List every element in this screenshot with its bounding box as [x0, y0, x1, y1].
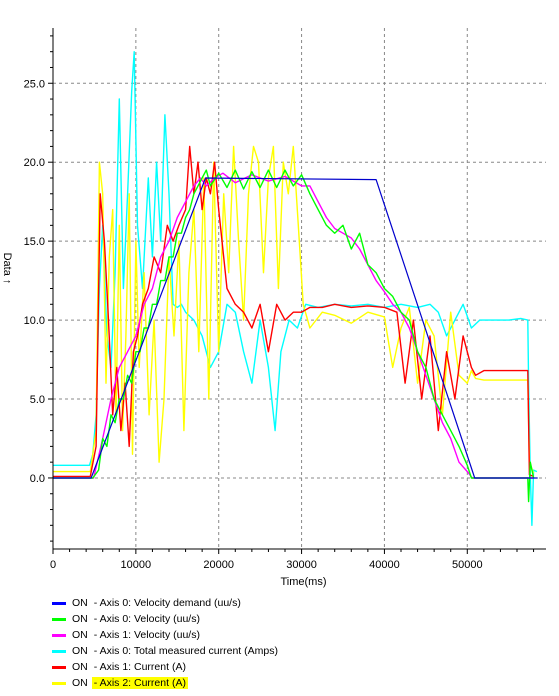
x-tick-label: 10000	[121, 559, 152, 571]
legend-label: - Axis 0: Total measured current (Amps)	[93, 645, 278, 657]
legend-item-axis1-current[interactable]: ON - Axis 1: Current (A)	[52, 659, 552, 675]
legend-item-axis0-velocity[interactable]: ON - Axis 0: Velocity (uu/s)	[52, 611, 552, 627]
x-tick-label: 40000	[369, 559, 400, 571]
chart: 0 10000 20000 30000 40000 50000 0.0 5.0 10.0 15.0…	[1, 28, 546, 588]
legend-item-axis2-current[interactable]: ON - Axis 2: Current (A)	[52, 675, 552, 691]
legend-state: ON	[72, 613, 88, 625]
x-tick-label: 0	[50, 559, 56, 571]
series-line-0	[53, 51, 538, 526]
legend-swatch	[52, 633, 66, 637]
chart-ticks: 0 10000 20000 30000 40000 50000 0.0 5.0 10.0 15.0…	[24, 78, 483, 571]
chart-legend: ON - Axis 0: Velocity demand (uu/s) ON -…	[52, 595, 552, 691]
y-tick-label: 15.0	[24, 236, 45, 248]
y-tick-label: 10.0	[24, 315, 45, 327]
legend-label: - Axis 1: Current (A)	[93, 661, 186, 673]
legend-state: ON	[72, 597, 88, 609]
x-tick-label: 50000	[452, 559, 483, 571]
legend-swatch	[52, 601, 66, 605]
legend-state: ON	[72, 645, 88, 657]
legend-state: ON	[72, 629, 88, 641]
series-line-2	[53, 145, 534, 478]
legend-swatch	[52, 649, 66, 653]
legend-item-axis0-total-current[interactable]: ON - Axis 0: Total measured current (Amp…	[52, 643, 552, 659]
legend-state: ON	[72, 661, 88, 673]
series-line-5	[53, 177, 538, 479]
y-tick-label: 0.0	[30, 473, 45, 485]
legend-state: ON	[72, 677, 88, 689]
chart-axes	[48, 28, 546, 554]
legend-label: - Axis 2: Current (A)	[91, 677, 188, 689]
x-tick-label: 20000	[203, 559, 234, 571]
legend-item-axis0-velocity-demand[interactable]: ON - Axis 0: Velocity demand (uu/s)	[52, 595, 552, 611]
legend-swatch	[52, 617, 66, 621]
legend-label: - Axis 0: Velocity demand (uu/s)	[93, 597, 241, 609]
legend-swatch	[52, 681, 66, 685]
series-line-3	[53, 172, 534, 479]
legend-item-axis1-velocity[interactable]: ON - Axis 1: Velocity (uu/s)	[52, 627, 552, 643]
series-line-4	[53, 169, 535, 503]
y-axis-title: Data ↑	[1, 253, 13, 285]
x-tick-label: 30000	[286, 559, 317, 571]
legend-label: - Axis 0: Velocity (uu/s)	[93, 613, 200, 625]
legend-swatch	[52, 665, 66, 669]
y-tick-label: 20.0	[24, 157, 45, 169]
x-axis-title: Time(ms)	[280, 576, 326, 588]
legend-label: - Axis 1: Velocity (uu/s)	[93, 629, 200, 641]
series-layer	[53, 51, 538, 526]
series-line-1	[53, 145, 535, 474]
y-tick-label: 5.0	[30, 394, 45, 406]
y-tick-label: 25.0	[24, 78, 45, 90]
